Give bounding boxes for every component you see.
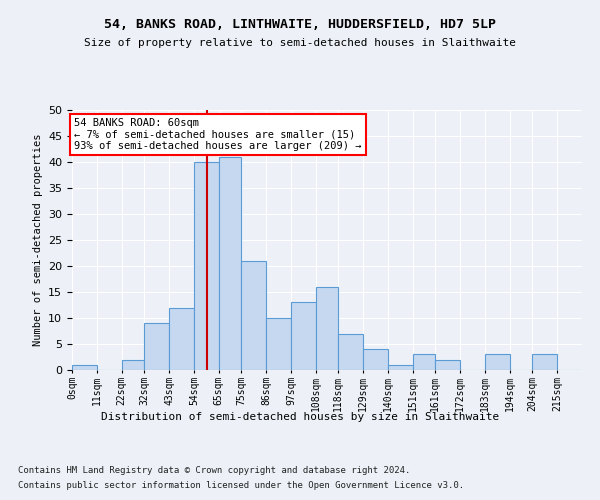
- Bar: [485, 354, 510, 370]
- Bar: [194, 162, 218, 370]
- Text: 54 BANKS ROAD: 60sqm
← 7% of semi-detached houses are smaller (15)
93% of semi-d: 54 BANKS ROAD: 60sqm ← 7% of semi-detach…: [74, 118, 362, 151]
- Y-axis label: Number of semi-detached properties: Number of semi-detached properties: [32, 134, 43, 346]
- Bar: [218, 157, 241, 370]
- Text: 54, BANKS ROAD, LINTHWAITE, HUDDERSFIELD, HD7 5LP: 54, BANKS ROAD, LINTHWAITE, HUDDERSFIELD…: [104, 18, 496, 30]
- Bar: [413, 354, 436, 370]
- Bar: [436, 360, 460, 370]
- Bar: [291, 302, 316, 370]
- Bar: [338, 334, 363, 370]
- Text: Size of property relative to semi-detached houses in Slaithwaite: Size of property relative to semi-detach…: [84, 38, 516, 48]
- Bar: [241, 261, 266, 370]
- Bar: [316, 287, 338, 370]
- Text: Contains public sector information licensed under the Open Government Licence v3: Contains public sector information licen…: [18, 481, 464, 490]
- Text: Distribution of semi-detached houses by size in Slaithwaite: Distribution of semi-detached houses by …: [101, 412, 499, 422]
- Bar: [169, 308, 194, 370]
- Bar: [388, 365, 413, 370]
- Bar: [72, 365, 97, 370]
- Bar: [122, 360, 144, 370]
- Text: Contains HM Land Registry data © Crown copyright and database right 2024.: Contains HM Land Registry data © Crown c…: [18, 466, 410, 475]
- Bar: [266, 318, 291, 370]
- Bar: [144, 323, 169, 370]
- Bar: [532, 354, 557, 370]
- Bar: [363, 349, 388, 370]
